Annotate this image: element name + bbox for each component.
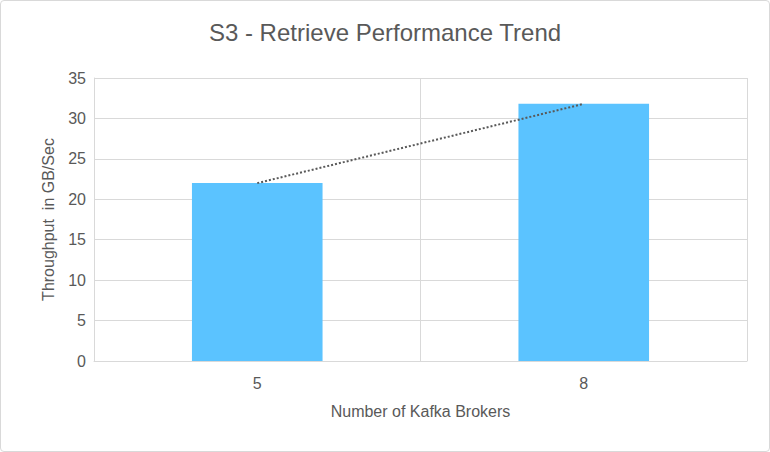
svg-text:0: 0: [77, 353, 86, 370]
svg-text:Number of Kafka Brokers: Number of Kafka Brokers: [331, 403, 511, 420]
svg-text:Throughput in GB/Sec: Throughput in GB/Sec: [40, 138, 57, 301]
svg-text:30: 30: [68, 110, 86, 127]
svg-text:20: 20: [68, 191, 86, 208]
svg-text:10: 10: [68, 272, 86, 289]
svg-text:35: 35: [68, 70, 86, 87]
svg-text:15: 15: [68, 231, 86, 248]
svg-text:8: 8: [579, 375, 588, 392]
svg-text:5: 5: [253, 375, 262, 392]
svg-text:5: 5: [77, 312, 86, 329]
svg-text:25: 25: [68, 150, 86, 167]
svg-text:S3 - Retrieve Performance Tren: S3 - Retrieve Performance Trend: [209, 19, 561, 46]
